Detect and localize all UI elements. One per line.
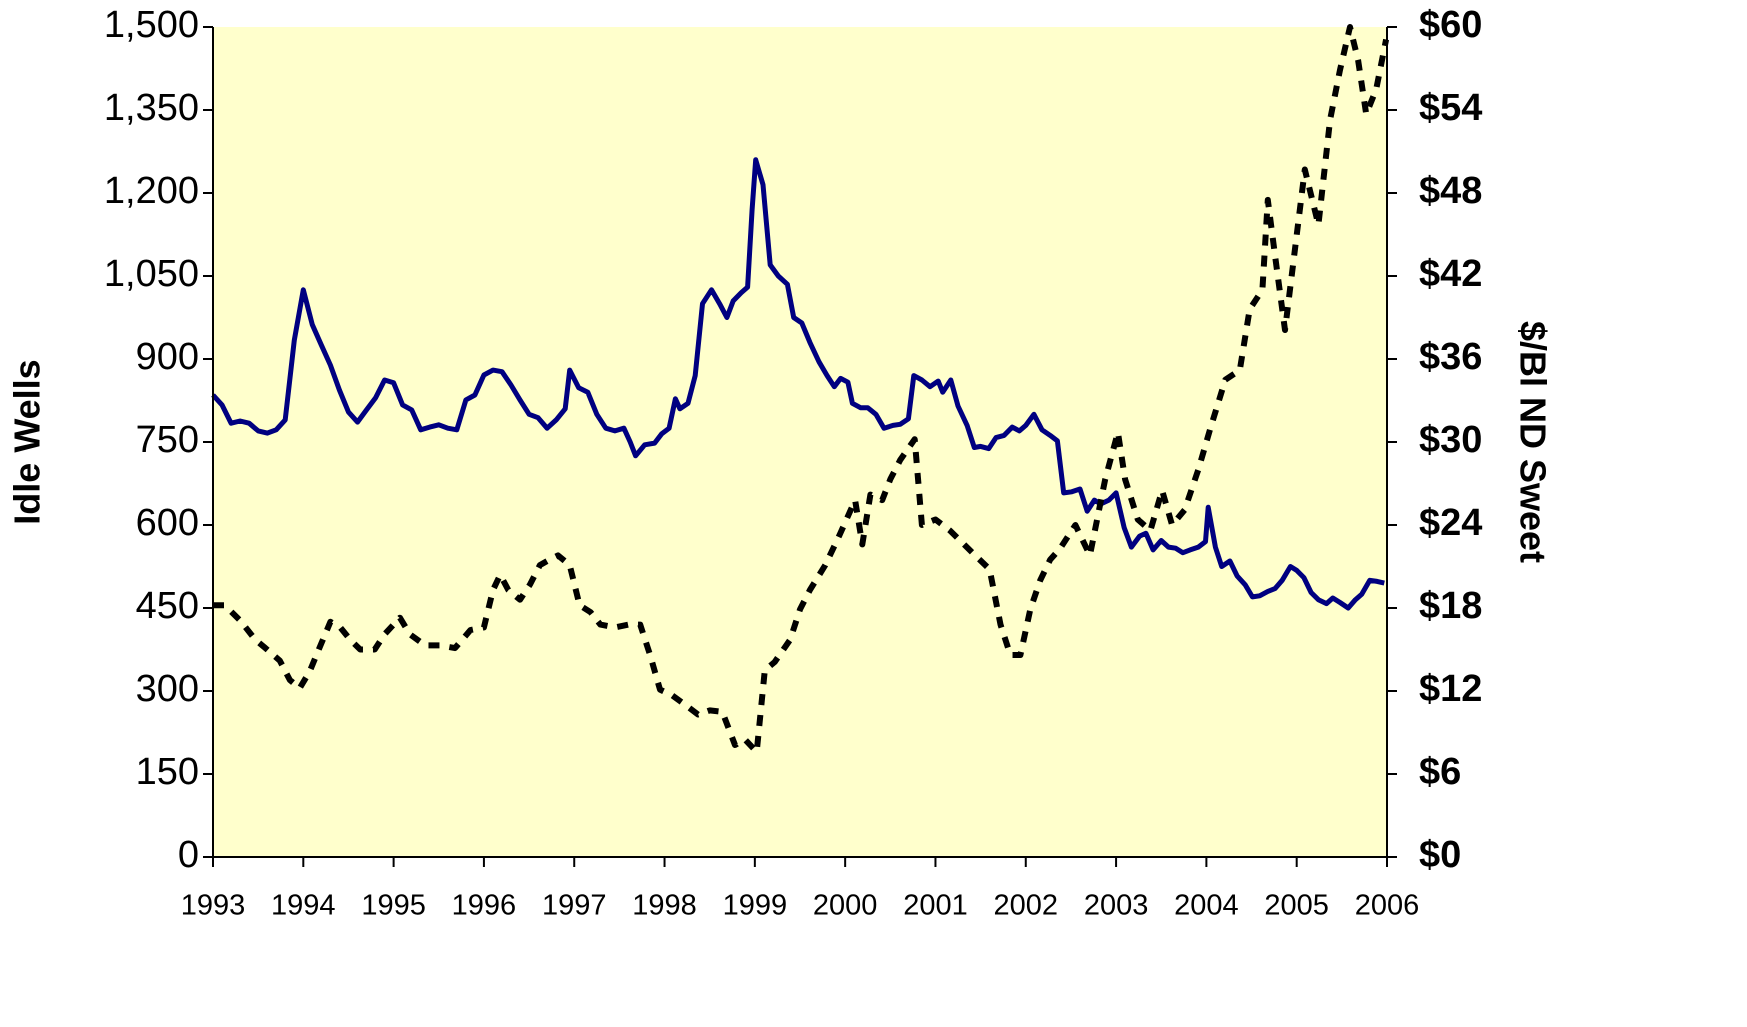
y-tick-label: 450 bbox=[136, 585, 199, 627]
y2-tick-label: $42 bbox=[1419, 253, 1482, 295]
y2-tick-label: $30 bbox=[1419, 419, 1482, 461]
x-tick-label: 1998 bbox=[632, 890, 697, 922]
x-tick-label: 2000 bbox=[813, 890, 878, 922]
y-tick-label: 750 bbox=[136, 419, 199, 461]
x-tick-label: 2002 bbox=[994, 890, 1059, 922]
y2-axis-label: $/Bl ND Sweet bbox=[1512, 321, 1553, 563]
price-line bbox=[213, 24, 1390, 755]
y-tick-label: 1,500 bbox=[104, 4, 199, 46]
y2-tick-label: $36 bbox=[1419, 336, 1482, 378]
y-tick-label: 600 bbox=[136, 502, 199, 544]
y2-tick-label: $18 bbox=[1419, 585, 1482, 627]
x-tick-label: 1997 bbox=[542, 890, 607, 922]
y-tick-label: 1,350 bbox=[104, 87, 199, 129]
y-tick-label: 300 bbox=[136, 668, 199, 710]
x-tick-label: 1996 bbox=[452, 890, 517, 922]
y2-tick-label: $54 bbox=[1419, 87, 1482, 129]
y-axis-label: Idle Wells bbox=[7, 359, 48, 524]
y2-tick-label: $12 bbox=[1419, 668, 1482, 710]
x-tick-label: 1995 bbox=[361, 890, 426, 922]
y2-tick-label: $48 bbox=[1419, 170, 1482, 212]
x-tick-label: 2006 bbox=[1355, 890, 1420, 922]
y-tick-label: 1,200 bbox=[104, 170, 199, 212]
x-tick-label: 2001 bbox=[903, 890, 968, 922]
x-tick-label: 1999 bbox=[723, 890, 788, 922]
y2-tick-label: $6 bbox=[1419, 751, 1461, 793]
x-tick-label: 2005 bbox=[1264, 890, 1329, 922]
x-tick-label: 2004 bbox=[1174, 890, 1239, 922]
x-tick-label: 2003 bbox=[1084, 890, 1149, 922]
y-tick-label: 0 bbox=[178, 834, 199, 876]
y2-tick-label: $0 bbox=[1419, 834, 1461, 876]
y2-tick-label: $60 bbox=[1419, 4, 1482, 46]
x-tick-label: 1993 bbox=[181, 890, 246, 922]
y-tick-label: 1,050 bbox=[104, 253, 199, 295]
plot-area bbox=[213, 27, 1387, 857]
x-tick-label: 1994 bbox=[271, 890, 336, 922]
y-tick-label: 150 bbox=[136, 751, 199, 793]
wells-line bbox=[211, 157, 1385, 611]
y-tick-label: 900 bbox=[136, 336, 199, 378]
y2-tick-label: $24 bbox=[1419, 502, 1482, 544]
